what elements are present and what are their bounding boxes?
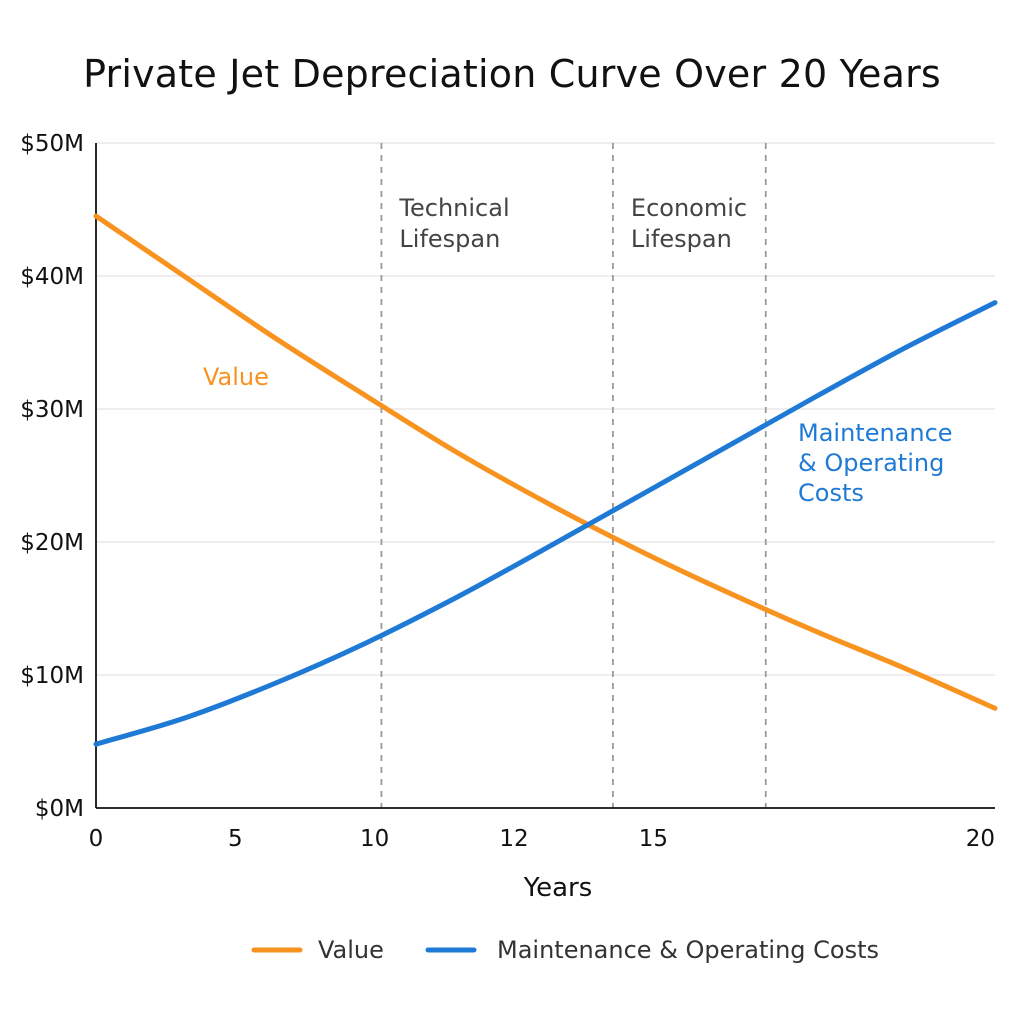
- legend-label: Value: [318, 936, 384, 964]
- phase-markers: [380, 143, 767, 808]
- y-tick-label: $10M: [20, 663, 84, 689]
- series-lines: [93, 213, 998, 747]
- x-axis-label: Years: [523, 873, 593, 903]
- x-tick-label: 10: [360, 826, 389, 852]
- y-tick-label: $40M: [20, 264, 84, 290]
- x-tick-label: 12: [499, 826, 528, 852]
- series-line-maintenance-costs: [93, 300, 998, 747]
- phase-label: Technical: [398, 194, 509, 222]
- x-tick-label: 20: [966, 826, 995, 852]
- series-label: Value: [203, 363, 269, 391]
- series-label: Costs: [798, 479, 864, 507]
- legend-label: Maintenance & Operating Costs: [497, 936, 879, 964]
- legend: Value Maintenance & Operating Costs: [251, 936, 879, 964]
- x-tick-label: 5: [228, 826, 243, 852]
- phase-label: Lifespan: [399, 225, 500, 253]
- y-tick-label: $20M: [20, 530, 84, 556]
- gridlines: [96, 142, 995, 676]
- axes: $0M $10M $20M $30M $40M $50M 0 5 10 12 15 20: [20, 131, 995, 852]
- series-line-value: [93, 213, 998, 711]
- x-tick-label: 15: [639, 826, 668, 852]
- chart-title: Private Jet Depreciation Curve Over 20 Y…: [83, 52, 941, 96]
- series-label: & Operating: [798, 449, 944, 477]
- phase-label: Lifespan: [631, 225, 732, 253]
- phase-label: Economic: [631, 194, 747, 222]
- x-tick-label: 0: [89, 826, 104, 852]
- y-tick-label: $30M: [20, 397, 84, 423]
- y-tick-label: $0M: [35, 796, 84, 822]
- series-label: Maintenance: [798, 419, 953, 447]
- annotations: Technical Lifespan Economic Lifespan Value Ma…: [203, 194, 953, 507]
- y-tick-label: $50M: [20, 131, 84, 157]
